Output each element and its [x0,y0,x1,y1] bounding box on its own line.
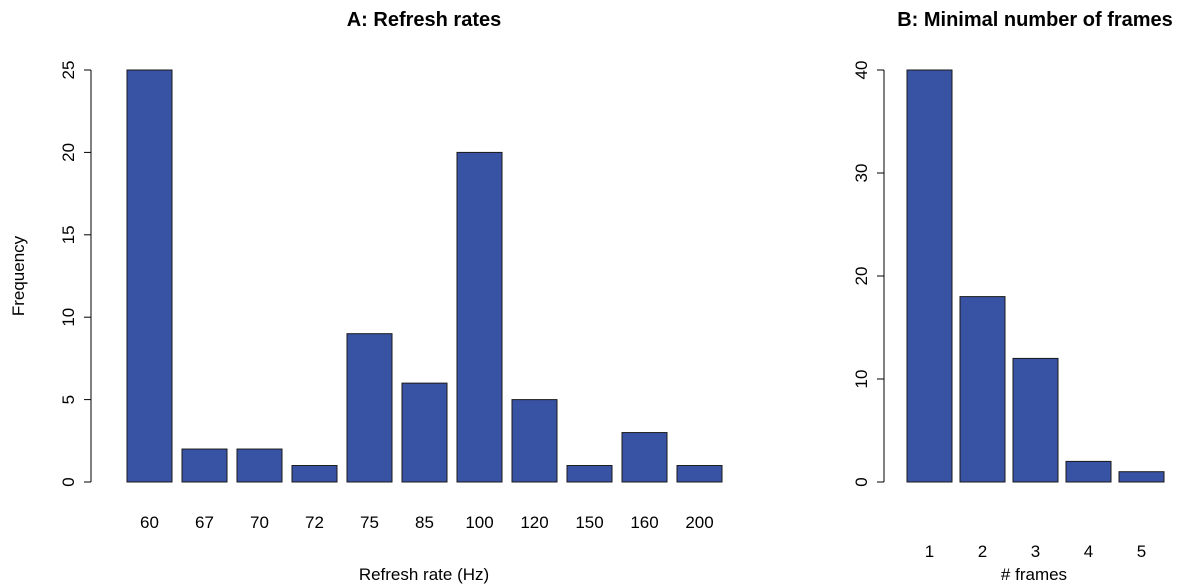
bar-100 [456,151,503,483]
chart-title-a: A: Refresh rates [347,9,502,31]
x-tick-label: 3 [1031,542,1040,561]
x-ticks-a: 60 67 70 72 75 85 100 120 150 160 200 [140,513,714,532]
bar-2 [959,296,1006,483]
y-tick-label: 20 [59,143,78,162]
bar-67 [181,448,228,483]
x-tick-label: 70 [250,513,269,532]
y-tick-label: 5 [59,395,78,404]
bar-72 [291,465,338,483]
y-tick-label: 20 [852,267,871,286]
bar-75 [346,333,393,483]
x-tick-label: 4 [1084,542,1093,561]
bar-5 [1118,471,1165,483]
x-tick-label: 5 [1137,542,1146,561]
x-tick-label: 160 [630,513,658,532]
panel-refresh-rates: A: Refresh rates Frequency Refresh rate … [9,9,723,584]
chart-title-b: B: Minimal number of frames [897,9,1173,31]
y-tick-label: 40 [852,61,871,80]
xlabel-a: Refresh rate (Hz) [359,565,489,584]
x-tick-label: 85 [415,513,434,532]
bars-a [126,69,723,483]
bar-60 [126,69,173,483]
x-tick-label: 1 [925,542,934,561]
bar-160 [621,432,668,483]
y-tick-label: 0 [59,477,78,486]
x-tick-label: 150 [575,513,603,532]
y-tick-label: 0 [852,477,871,486]
x-tick-label: 72 [305,513,324,532]
y-tick-label: 25 [59,61,78,80]
bars-b [906,69,1165,483]
x-tick-label: 120 [520,513,548,532]
ylabel-a: Frequency [9,235,28,316]
y-ticks-b: 0 10 20 30 40 [852,61,884,487]
bar-85 [401,382,448,483]
y-tick-label: 10 [59,308,78,327]
y-tick-label: 30 [852,164,871,183]
bar-70 [236,448,283,483]
bar-150 [566,465,613,483]
bar-3 [1012,357,1059,483]
x-tick-label: 67 [195,513,214,532]
x-tick-label: 75 [360,513,379,532]
bar-4 [1065,460,1112,483]
y-tick-label: 15 [59,225,78,244]
bar-120 [511,399,558,483]
panel-minimal-frames: B: Minimal number of frames # frames 010… [852,9,1173,584]
x-tick-label: 100 [465,513,493,532]
xlabel-b: # frames [1001,565,1067,584]
y-tick-label: 10 [852,370,871,389]
y-ticks-a: 0 5 10 15 20 25 [59,61,91,487]
bar-1 [906,69,953,483]
x-tick-label: 200 [685,513,713,532]
bar-200 [676,465,723,483]
x-ticks-b: 1 2 3 4 5 [925,542,1146,561]
x-tick-label: 60 [140,513,159,532]
x-tick-label: 2 [978,542,987,561]
